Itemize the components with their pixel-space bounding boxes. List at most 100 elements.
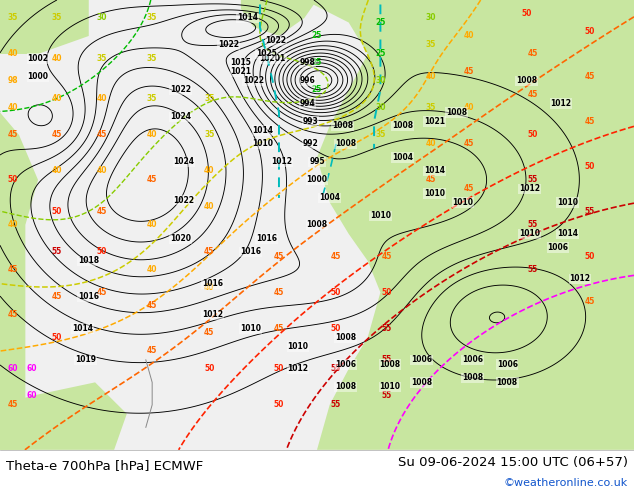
Text: 40: 40 [147, 130, 157, 140]
Text: 50: 50 [8, 175, 18, 184]
Text: 1024: 1024 [173, 157, 195, 167]
Text: 1010: 1010 [424, 189, 445, 198]
Text: 996: 996 [300, 76, 315, 85]
Text: 35: 35 [147, 14, 157, 23]
Text: 40: 40 [52, 167, 62, 175]
Text: 45: 45 [52, 293, 62, 301]
Text: 45: 45 [426, 175, 436, 184]
Text: 30: 30 [375, 76, 385, 85]
Text: 25: 25 [375, 49, 385, 58]
Text: 1014: 1014 [557, 229, 578, 239]
Text: 10201: 10201 [259, 54, 286, 63]
Text: 1010: 1010 [240, 324, 261, 333]
Text: 50: 50 [521, 9, 531, 18]
Text: 1021: 1021 [424, 117, 445, 126]
Text: 35: 35 [8, 14, 18, 23]
Text: 1006: 1006 [335, 360, 356, 369]
Text: 40: 40 [464, 103, 474, 113]
Text: 40: 40 [147, 266, 157, 274]
Text: 1006: 1006 [496, 360, 518, 369]
Text: 45: 45 [274, 288, 284, 297]
Text: 40: 40 [426, 72, 436, 81]
Text: 45: 45 [147, 301, 157, 310]
Text: 1000: 1000 [27, 72, 49, 81]
Text: 1022: 1022 [173, 196, 195, 205]
Text: 55: 55 [331, 400, 341, 409]
Text: 1014: 1014 [252, 126, 274, 135]
Text: 45: 45 [464, 184, 474, 194]
Text: 1008: 1008 [335, 333, 356, 342]
Text: 1008: 1008 [411, 378, 432, 387]
Text: 45: 45 [464, 140, 474, 148]
Text: 55: 55 [527, 266, 538, 274]
Text: 50: 50 [382, 288, 392, 297]
Polygon shape [0, 0, 89, 54]
Text: 1012: 1012 [519, 184, 540, 194]
Text: 45: 45 [274, 252, 284, 261]
Text: 40: 40 [52, 95, 62, 103]
Text: 1014: 1014 [424, 167, 445, 175]
Text: 1006: 1006 [411, 355, 432, 365]
Text: 35: 35 [204, 130, 214, 140]
Text: 1022: 1022 [217, 41, 239, 49]
Text: 45: 45 [96, 207, 107, 216]
Text: 45: 45 [8, 310, 18, 319]
Text: 1016: 1016 [202, 279, 223, 288]
Text: 35: 35 [204, 95, 214, 103]
Text: 1002: 1002 [27, 54, 49, 63]
Text: 1008: 1008 [379, 360, 401, 369]
Text: 40: 40 [426, 140, 436, 148]
Text: 1012: 1012 [202, 310, 223, 319]
Polygon shape [0, 382, 127, 450]
Text: 1008: 1008 [496, 378, 518, 387]
Text: 50: 50 [274, 400, 284, 409]
Text: 45: 45 [274, 324, 284, 333]
Text: 55: 55 [382, 392, 392, 400]
Text: 994: 994 [300, 99, 315, 108]
Text: 50: 50 [331, 324, 341, 333]
Text: 55: 55 [585, 207, 595, 216]
Text: 40: 40 [204, 283, 214, 293]
Text: 1010: 1010 [370, 211, 391, 220]
Text: 45: 45 [8, 266, 18, 274]
Text: 50: 50 [585, 162, 595, 171]
Text: 1012: 1012 [569, 274, 591, 283]
Text: 1022: 1022 [243, 76, 264, 85]
Text: 50: 50 [52, 333, 62, 342]
Text: 40: 40 [8, 49, 18, 58]
Text: 45: 45 [585, 117, 595, 126]
Text: 1010: 1010 [379, 382, 401, 392]
Text: 992: 992 [303, 140, 318, 148]
Text: 25: 25 [312, 58, 322, 68]
Text: 40: 40 [204, 202, 214, 211]
Text: 50: 50 [331, 288, 341, 297]
Text: 45: 45 [382, 252, 392, 261]
Text: 1010: 1010 [287, 342, 309, 351]
Polygon shape [0, 113, 38, 450]
Text: 1021: 1021 [230, 68, 252, 76]
Text: 98: 98 [8, 76, 18, 85]
Text: 40: 40 [52, 54, 62, 63]
Text: 55: 55 [52, 247, 62, 256]
Text: 1012: 1012 [271, 157, 293, 167]
Text: 1008: 1008 [462, 373, 483, 382]
Text: 45: 45 [96, 130, 107, 140]
Text: 1000: 1000 [306, 175, 328, 184]
Text: 45: 45 [464, 68, 474, 76]
Text: 55: 55 [331, 365, 341, 373]
Text: 45: 45 [8, 130, 18, 140]
Text: 35: 35 [147, 95, 157, 103]
Text: 1008: 1008 [515, 76, 537, 85]
Text: 50: 50 [274, 365, 284, 373]
Text: 45: 45 [585, 297, 595, 306]
Text: 1016: 1016 [256, 234, 277, 243]
Text: 1010: 1010 [452, 198, 474, 207]
Text: 50: 50 [204, 365, 214, 373]
Text: 1010: 1010 [557, 198, 578, 207]
Text: 1008: 1008 [335, 382, 356, 392]
Text: 40: 40 [96, 167, 107, 175]
Text: Su 09-06-2024 15:00 UTC (06+57): Su 09-06-2024 15:00 UTC (06+57) [398, 456, 628, 469]
Text: 35: 35 [96, 54, 107, 63]
Text: 50: 50 [585, 27, 595, 36]
Text: 45: 45 [147, 175, 157, 184]
